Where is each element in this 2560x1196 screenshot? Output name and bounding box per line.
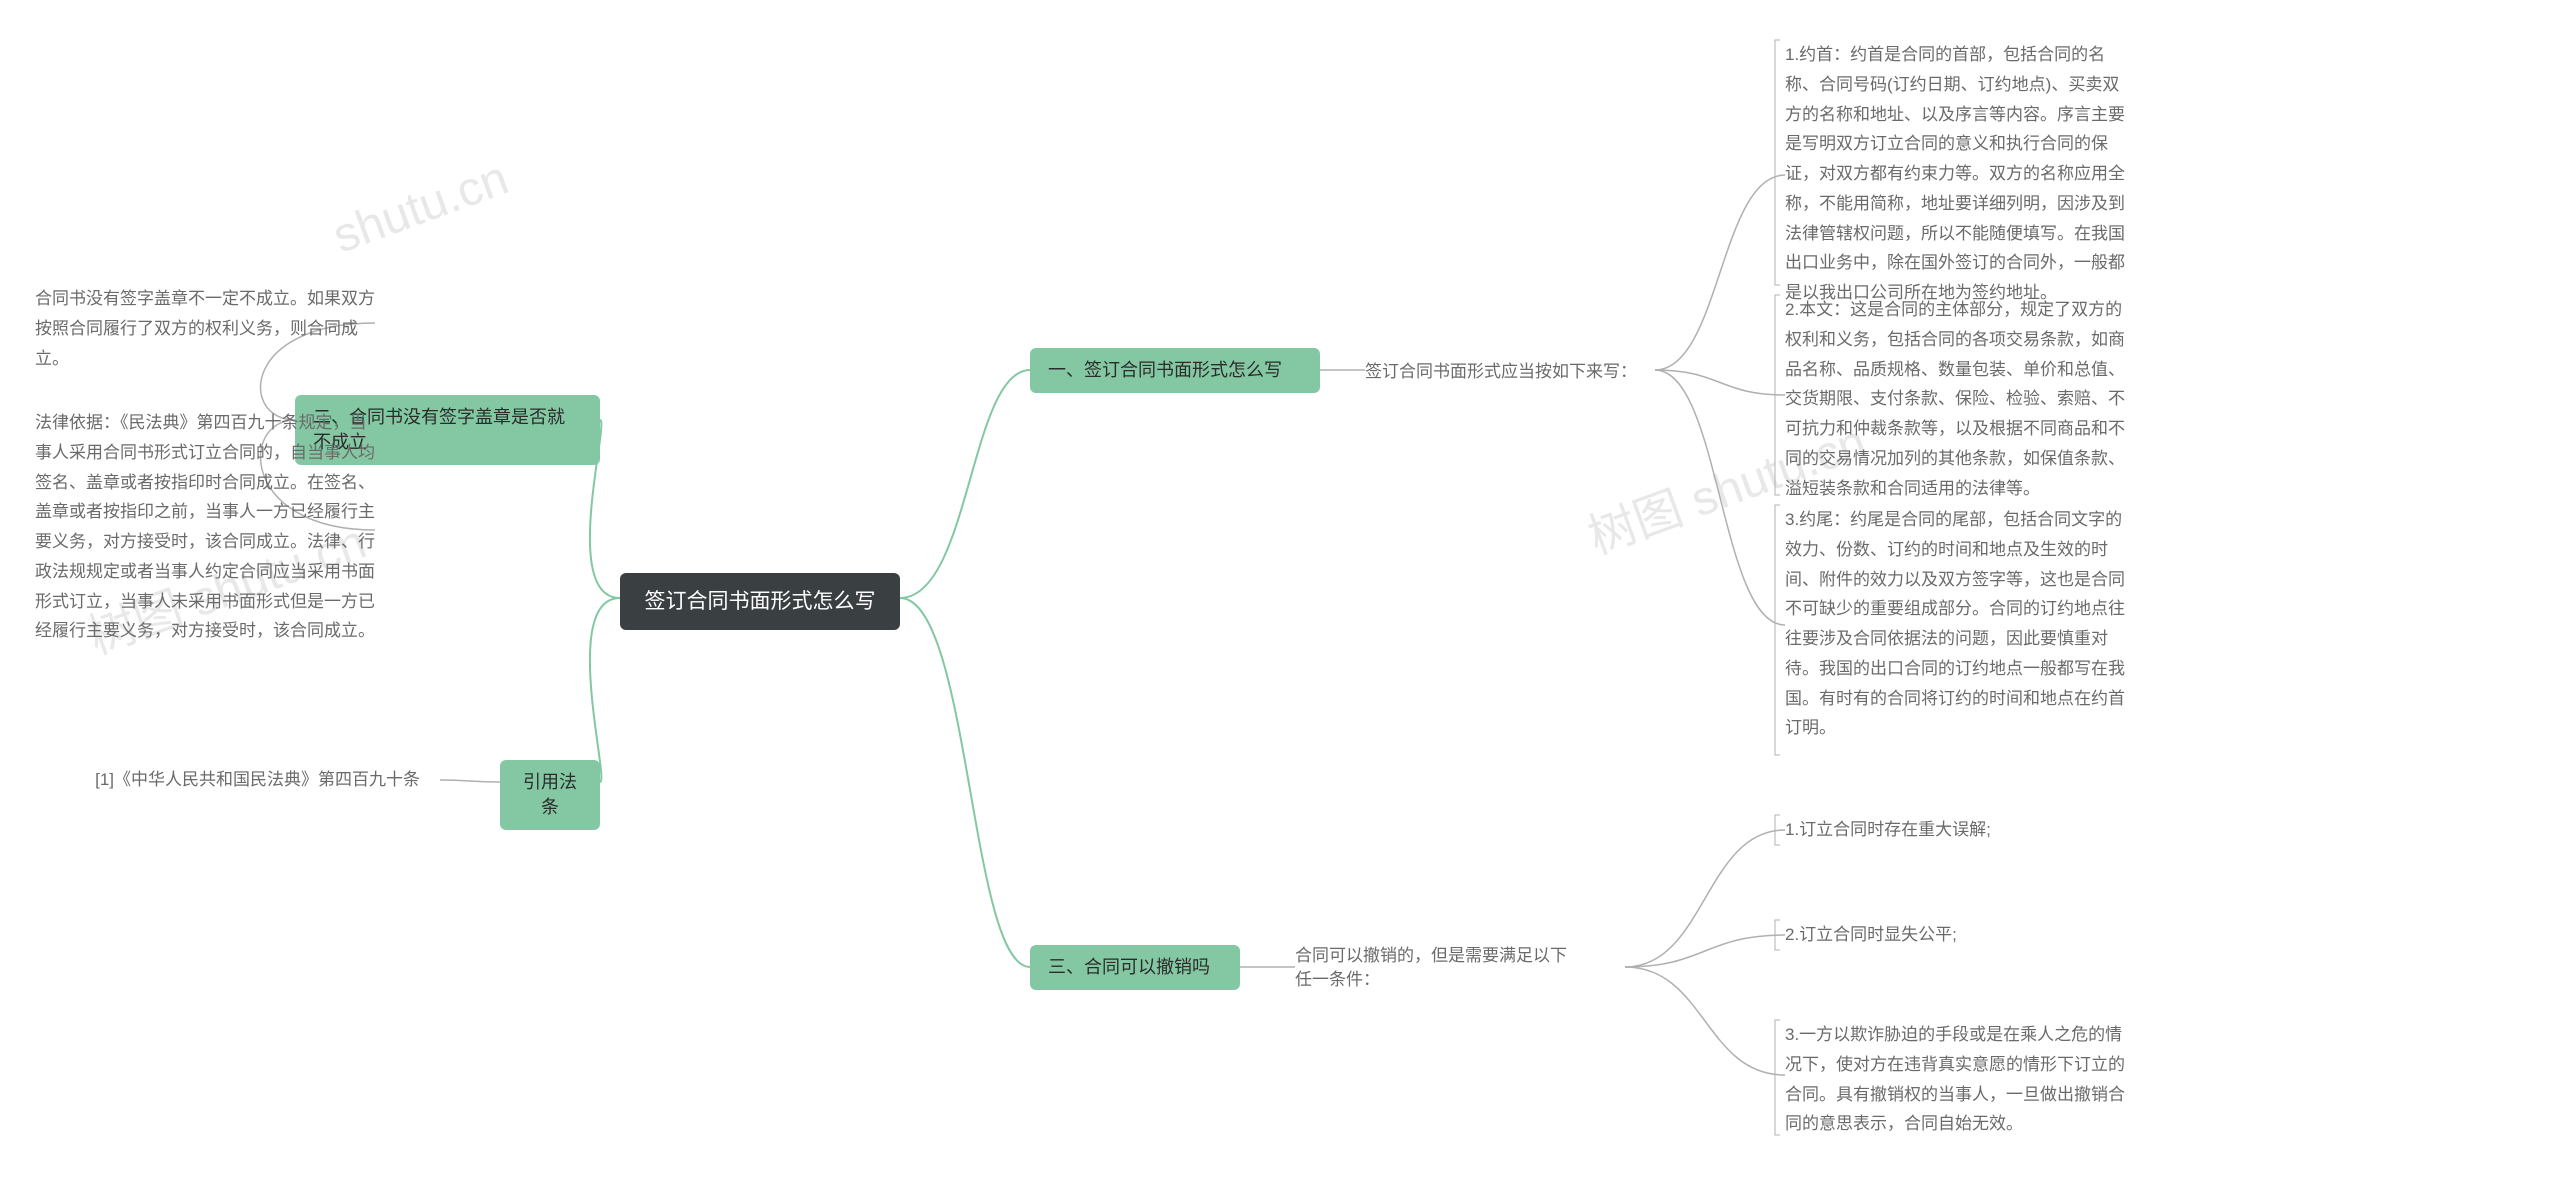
leaf-right-2-3: 3.一方以欺诈胁迫的手段或是在乘人之危的情况下，使对方在违背真实意愿的情形下订立… <box>1785 1020 2135 1139</box>
leaf-left-1-1: 合同书没有签字盖章不一定不成立。如果双方按照合同履行了双方的权利义务，则合同成立… <box>35 284 375 373</box>
branch-right-1[interactable]: 一、签订合同书面形式怎么写 <box>1030 348 1320 393</box>
leaf-left-2-1: [1]《中华人民共和国民法典》第四百九十条 <box>70 765 420 795</box>
leaf-right-1-3: 3.约尾：约尾是合同的尾部，包括合同文字的效力、份数、订约的时间和地点及生效的时… <box>1785 505 2135 743</box>
leaf-right-1-2: 2.本文：这是合同的主体部分，规定了双方的权利和义务，包括合同的各项交易条款，如… <box>1785 295 2135 503</box>
branch-left-2[interactable]: 引用法条 <box>500 760 600 830</box>
leaf-right-1-1: 1.约首：约首是合同的首部，包括合同的名称、合同号码(订约日期、订约地点)、买卖… <box>1785 40 2135 308</box>
root-node[interactable]: 签订合同书面形式怎么写 <box>620 573 900 630</box>
mid-right-1: 签订合同书面形式应当按如下来写： <box>1365 356 1645 388</box>
watermark-1: shutu.cn <box>326 151 515 265</box>
connector-lines <box>0 0 2560 1196</box>
leaf-left-1-2: 法律依据：《民法典》第四百九十条规定，当事人采用合同书形式订立合同的，自当事人均… <box>35 408 375 646</box>
leaf-right-2-2: 2.订立合同时显失公平; <box>1785 920 2125 950</box>
branch-right-2[interactable]: 三、合同可以撤销吗 <box>1030 945 1240 990</box>
leaf-right-2-1: 1.订立合同时存在重大误解; <box>1785 815 2125 845</box>
mid-right-2: 合同可以撤销的，但是需要满足以下任一条件： <box>1295 940 1575 996</box>
